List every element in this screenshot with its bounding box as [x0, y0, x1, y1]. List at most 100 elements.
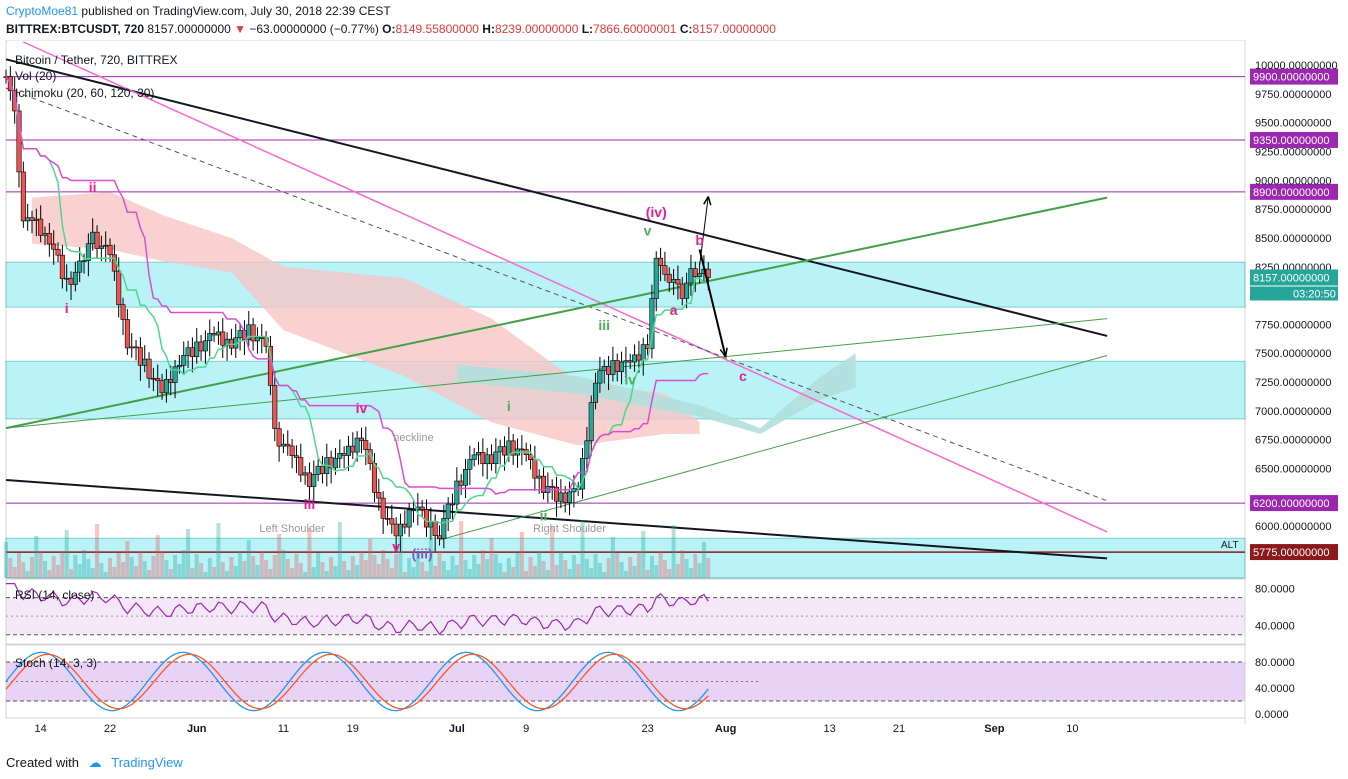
- candle[interactable]: [480, 452, 486, 465]
- candle[interactable]: [332, 458, 338, 469]
- candle[interactable]: [103, 244, 109, 247]
- candle[interactable]: [90, 231, 96, 244]
- candle[interactable]: [671, 279, 677, 283]
- candle[interactable]: [675, 279, 681, 285]
- candle[interactable]: [220, 331, 226, 346]
- main-pane[interactable]: [5, 40, 1246, 579]
- candle[interactable]: [46, 233, 52, 245]
- candle[interactable]: [684, 282, 690, 299]
- candle[interactable]: [454, 480, 460, 505]
- candle[interactable]: [376, 492, 382, 499]
- candle[interactable]: [367, 449, 373, 464]
- candle[interactable]: [519, 448, 525, 451]
- candle[interactable]: [410, 509, 416, 512]
- candle[interactable]: [289, 445, 295, 456]
- candle[interactable]: [237, 330, 243, 339]
- candle[interactable]: [42, 233, 48, 236]
- candle[interactable]: [584, 440, 590, 459]
- candle[interactable]: [380, 497, 386, 519]
- candle[interactable]: [176, 365, 182, 368]
- candle[interactable]: [493, 451, 499, 465]
- candle[interactable]: [163, 379, 169, 394]
- candle[interactable]: [315, 465, 321, 475]
- candle[interactable]: [619, 361, 625, 372]
- candle[interactable]: [423, 509, 429, 528]
- candle[interactable]: [445, 503, 451, 519]
- candle[interactable]: [12, 90, 18, 112]
- candle[interactable]: [450, 503, 456, 506]
- candle[interactable]: [98, 245, 104, 249]
- candle[interactable]: [389, 518, 395, 525]
- candle[interactable]: [146, 358, 152, 379]
- candle[interactable]: [85, 243, 91, 261]
- candle[interactable]: [306, 472, 312, 487]
- candle[interactable]: [285, 443, 291, 447]
- author-link[interactable]: CryptoMoe81: [6, 4, 79, 18]
- candle[interactable]: [215, 331, 221, 336]
- candle[interactable]: [64, 277, 70, 280]
- candle[interactable]: [610, 360, 616, 375]
- candle[interactable]: [606, 366, 612, 375]
- candle[interactable]: [124, 319, 130, 349]
- candle[interactable]: [55, 248, 61, 256]
- candle[interactable]: [150, 377, 156, 380]
- candle[interactable]: [432, 521, 438, 537]
- candle[interactable]: [593, 382, 599, 403]
- candle[interactable]: [679, 283, 685, 299]
- candle[interactable]: [302, 472, 308, 476]
- candle[interactable]: [393, 523, 399, 537]
- candle[interactable]: [107, 244, 113, 256]
- candle[interactable]: [363, 440, 369, 450]
- candle[interactable]: [72, 271, 78, 285]
- candle[interactable]: [441, 518, 447, 539]
- candle[interactable]: [588, 402, 594, 442]
- candle[interactable]: [59, 254, 65, 279]
- candle[interactable]: [506, 440, 512, 456]
- candle[interactable]: [688, 268, 694, 284]
- candle[interactable]: [189, 347, 195, 358]
- candle[interactable]: [510, 440, 516, 456]
- candle[interactable]: [181, 354, 187, 366]
- candle[interactable]: [207, 333, 213, 342]
- candle[interactable]: [658, 257, 664, 266]
- candle[interactable]: [614, 360, 620, 372]
- candle[interactable]: [20, 171, 26, 222]
- candle[interactable]: [350, 445, 356, 453]
- candle[interactable]: [254, 337, 260, 342]
- candle[interactable]: [345, 445, 351, 456]
- candle[interactable]: [155, 378, 161, 382]
- candle[interactable]: [33, 218, 39, 221]
- candle[interactable]: [419, 506, 425, 511]
- candle[interactable]: [168, 379, 174, 383]
- candle[interactable]: [16, 110, 22, 173]
- candle[interactable]: [476, 452, 482, 456]
- candle[interactable]: [653, 257, 659, 299]
- candle[interactable]: [172, 366, 178, 383]
- candle[interactable]: [116, 270, 122, 306]
- candle[interactable]: [371, 463, 377, 493]
- candle[interactable]: [298, 457, 304, 476]
- candle[interactable]: [272, 385, 278, 429]
- candle[interactable]: [159, 380, 165, 394]
- candle[interactable]: [29, 217, 35, 221]
- candle[interactable]: [341, 453, 347, 456]
- candle[interactable]: [293, 455, 299, 458]
- candle[interactable]: [484, 454, 490, 465]
- candle[interactable]: [259, 337, 265, 339]
- candle[interactable]: [358, 437, 364, 441]
- candle[interactable]: [276, 428, 282, 447]
- candle[interactable]: [571, 488, 577, 493]
- candle[interactable]: [81, 260, 87, 262]
- candle[interactable]: [467, 459, 473, 470]
- candle[interactable]: [549, 485, 555, 488]
- candle[interactable]: [601, 366, 607, 372]
- candle[interactable]: [463, 469, 469, 486]
- candle[interactable]: [640, 344, 646, 361]
- candle[interactable]: [68, 277, 74, 285]
- candle[interactable]: [562, 492, 568, 503]
- candle[interactable]: [536, 475, 542, 479]
- candle[interactable]: [77, 260, 83, 273]
- candle[interactable]: [25, 217, 31, 222]
- price-chart[interactable]: 9900.00000000 9350.00000000 8900.00000000 6…: [0, 40, 1348, 740]
- candle[interactable]: [354, 437, 360, 453]
